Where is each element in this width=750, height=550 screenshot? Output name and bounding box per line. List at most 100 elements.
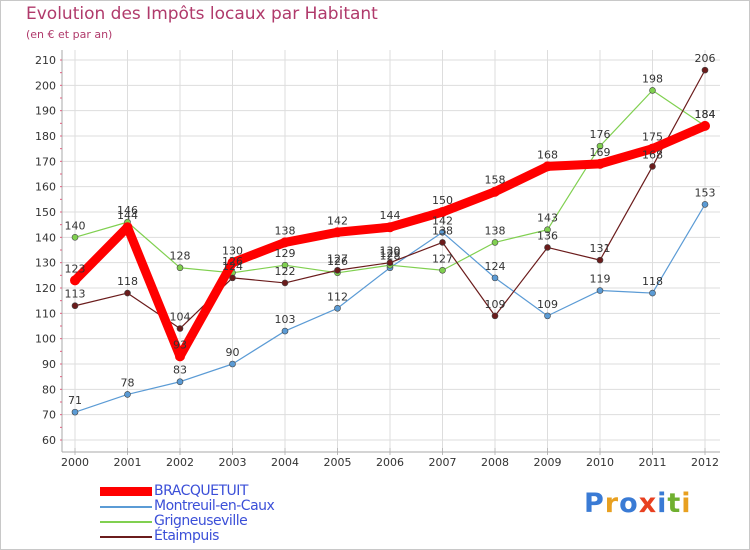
data-label-etaimpuis-2010: 131 [590, 242, 611, 255]
data-label-grigneuseville-2011: 198 [642, 72, 663, 85]
point-montreuil-en-caux-2000 [71, 408, 79, 416]
x-tick-label-2000: 2000 [61, 456, 89, 469]
logo-letter: i [681, 488, 692, 519]
point-montreuil-en-caux-2011 [649, 289, 656, 297]
point-etaimpuis-2000 [71, 302, 79, 310]
data-label-etaimpuis-2011: 168 [642, 148, 663, 161]
data-label-montreuil-en-caux-2008: 124 [485, 260, 506, 273]
data-label-grigneuseville-2009: 143 [537, 212, 558, 225]
y-tick-label-210: 210 [35, 54, 56, 67]
point-bracquetuit-2004 [280, 237, 290, 248]
data-label-montreuil-en-caux-2011: 118 [642, 275, 663, 288]
point-etaimpuis-2007 [439, 239, 446, 246]
data-label-bracquetuit-2002: 93 [173, 338, 187, 351]
x-tick-label-2012: 2012 [691, 456, 719, 469]
data-label-grigneuseville-2002: 128 [170, 250, 191, 263]
y-tick-label-60: 60 [42, 434, 56, 447]
point-montreuil-en-caux-2010 [596, 287, 604, 294]
y-tick-label-80: 80 [42, 383, 56, 396]
logo-letter: t [667, 488, 682, 519]
point-grigneuseville-2010 [596, 142, 604, 150]
y-tick-label-170: 170 [35, 155, 56, 168]
data-label-etaimpuis-2001: 118 [117, 275, 138, 288]
point-bracquetuit-2012 [700, 120, 710, 131]
point-montreuil-en-caux-2012 [701, 201, 709, 208]
point-etaimpuis-2005 [334, 266, 341, 274]
data-label-bracquetuit-2004: 138 [275, 224, 296, 237]
y-tick-label-100: 100 [35, 333, 56, 346]
data-label-montreuil-en-caux-2003: 90 [226, 346, 240, 359]
point-etaimpuis-2009 [544, 244, 551, 251]
data-label-grigneuseville-2006: 129 [380, 247, 401, 260]
x-tick-label-2007: 2007 [429, 456, 457, 469]
data-label-montreuil-en-caux-2005: 112 [327, 290, 348, 303]
data-label-grigneuseville-2012: 184 [695, 108, 716, 121]
point-bracquetuit-2011 [647, 143, 658, 154]
y-tick-label-190: 190 [35, 105, 56, 118]
data-label-grigneuseville-2008: 138 [485, 224, 506, 237]
y-tick-label-90: 90 [42, 358, 56, 371]
data-label-bracquetuit-2000: 123 [65, 262, 86, 275]
point-etaimpuis-2012 [701, 66, 709, 74]
point-etaimpuis-2002 [176, 325, 184, 332]
y-tick-label-70: 70 [42, 409, 56, 422]
point-etaimpuis-2006 [386, 259, 394, 266]
series-bracquetuit [70, 120, 710, 362]
data-label-etaimpuis-2006: 130 [380, 245, 401, 258]
chart-title: Evolution des Impôts locaux par Habitant [26, 4, 378, 24]
data-label-etaimpuis-2012: 206 [695, 52, 716, 65]
data-label-montreuil-en-caux-2012: 153 [695, 186, 716, 199]
data-label-bracquetuit-2006: 144 [380, 209, 401, 222]
y-tick-label-200: 200 [35, 79, 56, 92]
data-label-grigneuseville-2001: 146 [117, 204, 138, 217]
x-tick-label-2009: 2009 [534, 456, 562, 469]
point-bracquetuit-2002 [175, 351, 185, 362]
x-tick-label-2003: 2003 [219, 456, 247, 469]
data-label-bracquetuit-2012: 184 [695, 108, 716, 121]
point-bracquetuit-2009 [542, 161, 553, 172]
logo-letter: P [584, 488, 605, 519]
grid [62, 50, 720, 452]
data-label-etaimpuis-2004: 122 [275, 265, 296, 278]
point-bracquetuit-2000 [70, 275, 80, 286]
proxiti-logo: Proxiti [584, 488, 692, 519]
x-tick-label-2006: 2006 [376, 456, 404, 469]
legend-label-bracquetuit: BRACQUETUIT [154, 483, 248, 499]
point-bracquetuit-2005 [332, 227, 343, 238]
point-etaimpuis-2001 [124, 289, 131, 297]
point-bracquetuit-2008 [490, 186, 500, 197]
point-montreuil-en-caux-2001 [124, 391, 131, 398]
point-grigneuseville-2002 [176, 264, 184, 272]
y-tick-label-140: 140 [35, 231, 56, 244]
data-label-bracquetuit-2005: 142 [327, 214, 348, 227]
data-label-etaimpuis-2003: 124 [222, 260, 243, 273]
point-etaimpuis-2011 [649, 163, 656, 170]
x-tick-label-2010: 2010 [586, 456, 614, 469]
point-grigneuseville-2000 [71, 234, 79, 241]
data-label-montreuil-en-caux-2009: 109 [537, 298, 558, 311]
point-montreuil-en-caux-2007 [439, 228, 446, 236]
data-label-etaimpuis-2005: 127 [327, 252, 348, 265]
legend-label-etaimpuis: Étaimpuis [154, 528, 219, 544]
point-etaimpuis-2004 [281, 279, 289, 287]
x-tick-label-2002: 2002 [166, 456, 194, 469]
data-label-montreuil-en-caux-2006: 128 [380, 250, 401, 263]
point-etaimpuis-2008 [491, 312, 499, 320]
point-montreuil-en-caux-2002 [176, 378, 184, 386]
legend-swatch-bracquetuit [100, 487, 152, 496]
point-bracquetuit-2010 [595, 158, 605, 169]
x-tick-label-2008: 2008 [481, 456, 509, 469]
logo-letter: i [657, 488, 668, 519]
data-label-bracquetuit-2011: 175 [642, 131, 663, 144]
y-tick-label-130: 130 [35, 257, 56, 270]
chart-subtitle: (en € et par an) [26, 28, 113, 41]
data-label-bracquetuit-2009: 168 [537, 148, 558, 161]
point-grigneuseville-2004 [281, 261, 289, 269]
point-etaimpuis-2010 [596, 256, 604, 264]
data-label-etaimpuis-2002: 104 [170, 311, 191, 324]
data-label-montreuil-en-caux-2004: 103 [275, 313, 296, 326]
data-label-montreuil-en-caux-2000: 71 [68, 394, 82, 407]
point-montreuil-en-caux-2005 [334, 304, 341, 312]
y-tick-label-180: 180 [35, 130, 56, 143]
